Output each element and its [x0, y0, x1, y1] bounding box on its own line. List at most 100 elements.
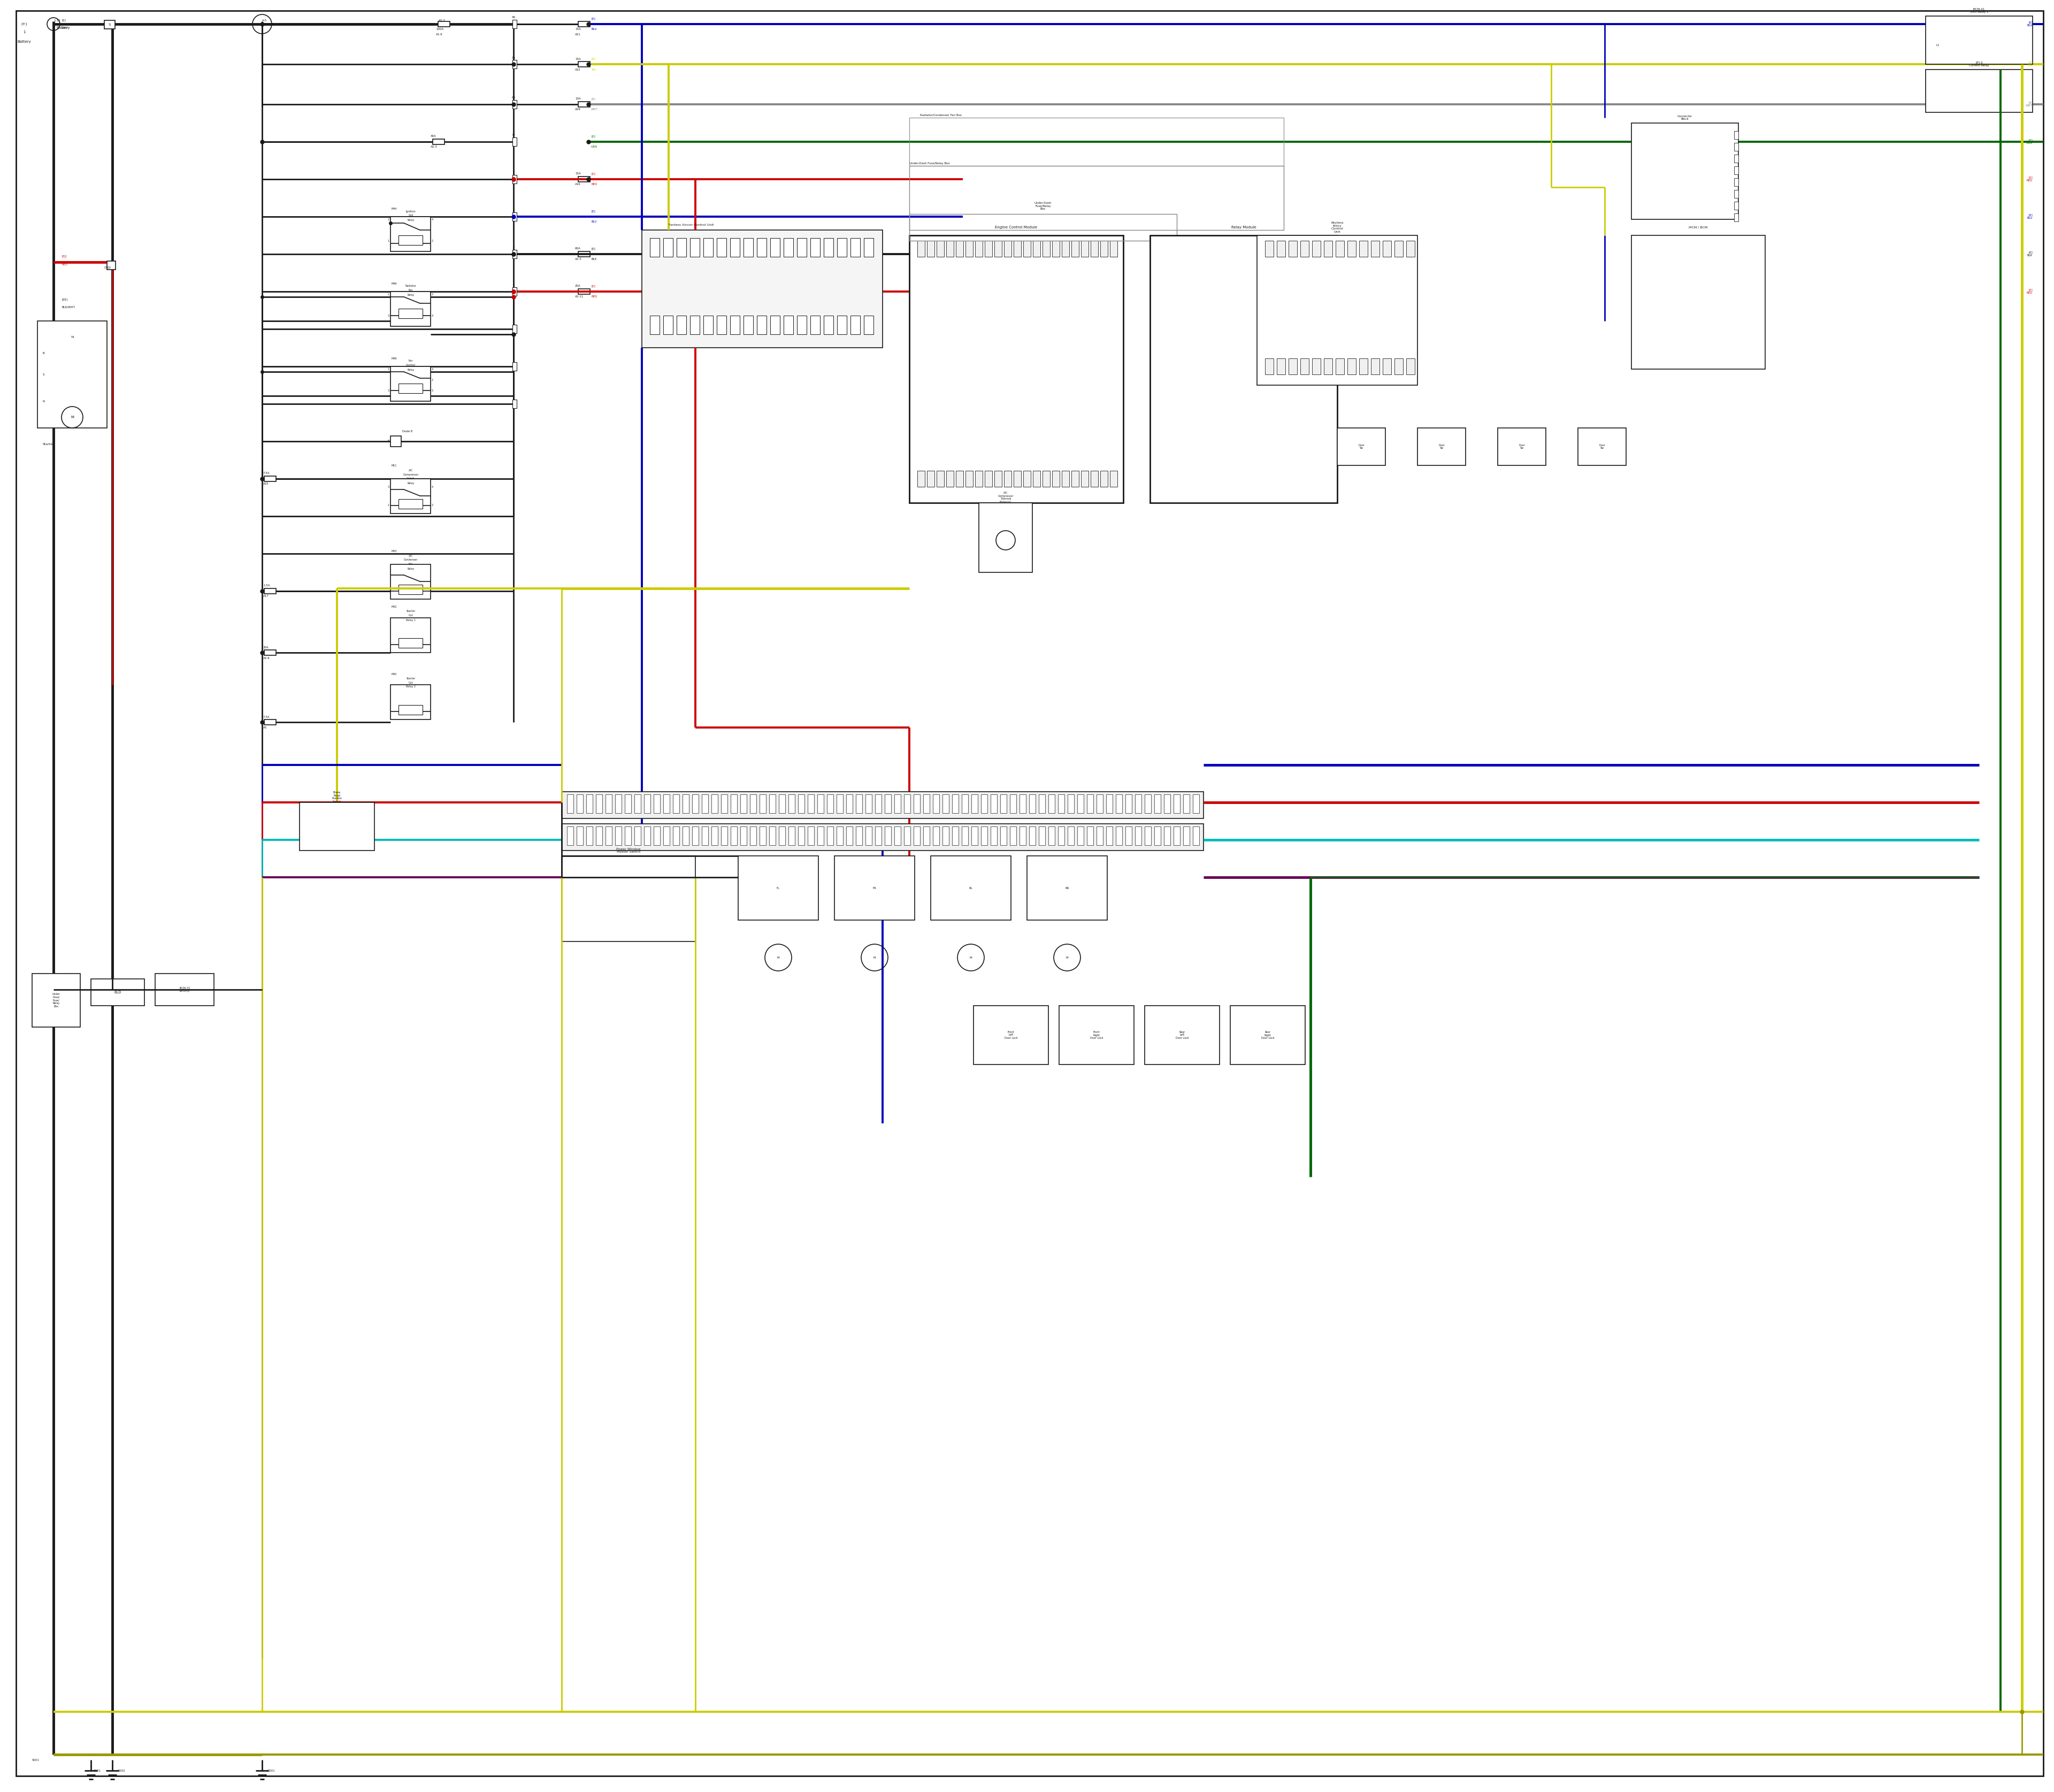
Bar — [811, 315, 820, 335]
Bar — [579, 61, 589, 66]
Bar — [1395, 358, 1403, 375]
Bar — [653, 794, 659, 814]
Text: Relay 1: Relay 1 — [407, 618, 415, 622]
Bar — [739, 826, 748, 846]
Bar — [300, 803, 374, 851]
Bar — [577, 794, 583, 814]
Bar — [893, 826, 902, 846]
Bar — [953, 794, 959, 814]
Bar — [1335, 358, 1343, 375]
Text: Engine Control Module: Engine Control Module — [994, 226, 1037, 229]
Text: Relay: Relay — [407, 568, 415, 570]
Bar — [682, 794, 688, 814]
Bar — [943, 794, 949, 814]
Bar — [918, 240, 924, 256]
Bar — [1144, 1005, 1220, 1064]
Bar — [1076, 794, 1085, 814]
Bar — [1927, 70, 2033, 113]
Bar — [1029, 826, 1035, 846]
Bar — [910, 213, 1177, 240]
Bar — [807, 826, 813, 846]
Bar — [1107, 794, 1113, 814]
Bar — [1337, 428, 1384, 466]
Bar — [838, 315, 846, 335]
Bar — [511, 20, 518, 29]
Bar — [770, 315, 781, 335]
Text: RED: RED — [592, 296, 598, 297]
Bar — [824, 315, 834, 335]
Bar — [1101, 471, 1107, 487]
Text: Relay Module: Relay Module — [1230, 226, 1257, 229]
Bar — [1068, 794, 1074, 814]
Bar — [750, 826, 756, 846]
Text: [E]: [E] — [592, 172, 596, 176]
Bar — [596, 826, 602, 846]
Bar — [768, 794, 776, 814]
Text: Door
Sw: Door Sw — [1598, 444, 1604, 450]
Bar — [778, 826, 785, 846]
Bar — [729, 315, 739, 335]
Bar — [1068, 826, 1074, 846]
Bar — [390, 435, 401, 446]
Text: M49: M49 — [392, 281, 396, 285]
Bar — [1183, 826, 1189, 846]
Bar — [1109, 471, 1117, 487]
Text: A2-3: A2-3 — [431, 145, 438, 149]
Bar — [961, 794, 967, 814]
Bar — [1382, 240, 1391, 256]
Bar — [1062, 240, 1070, 256]
Bar — [1115, 826, 1121, 846]
Bar — [606, 794, 612, 814]
Bar — [1165, 826, 1171, 846]
Bar — [1072, 471, 1078, 487]
Bar — [1033, 240, 1041, 256]
Text: T4: T4 — [70, 335, 74, 339]
Bar — [797, 315, 807, 335]
Bar — [768, 826, 776, 846]
Text: 1.5A: 1.5A — [263, 584, 269, 588]
Text: Control: Control — [407, 364, 415, 367]
Bar — [663, 238, 674, 256]
Bar — [770, 238, 781, 256]
Text: A/C
Compressor
Thermal
Protector: A/C Compressor Thermal Protector — [998, 491, 1013, 504]
Text: Under
Hood
Fuse/
Relay
Box: Under Hood Fuse/ Relay Box — [51, 993, 60, 1007]
Bar — [1126, 794, 1132, 814]
Bar — [511, 213, 518, 220]
Bar — [1265, 240, 1273, 256]
Text: RED: RED — [592, 183, 598, 186]
Bar — [930, 857, 1011, 919]
Bar — [579, 177, 589, 181]
Text: 7.5A: 7.5A — [263, 471, 269, 475]
Bar — [947, 240, 953, 256]
Text: A2-3: A2-3 — [440, 20, 446, 22]
Text: [EE]: [EE] — [62, 297, 68, 301]
Text: A25: A25 — [263, 482, 269, 486]
Bar — [649, 238, 659, 256]
Bar — [1193, 794, 1200, 814]
Bar — [1076, 826, 1085, 846]
Bar — [674, 794, 680, 814]
Bar — [711, 794, 717, 814]
Bar — [994, 240, 1002, 256]
Bar — [1165, 794, 1171, 814]
Text: 30A: 30A — [263, 645, 269, 649]
Bar — [1058, 826, 1064, 846]
Bar — [953, 826, 959, 846]
Bar — [1193, 826, 1200, 846]
Text: Radiator/Condenser Fan Box: Radiator/Condenser Fan Box — [920, 113, 961, 116]
Bar — [910, 167, 1284, 229]
Bar — [33, 973, 80, 1027]
Bar — [729, 238, 739, 256]
Bar — [567, 794, 573, 814]
Bar — [1000, 826, 1006, 846]
Text: [E]: [E] — [62, 20, 66, 22]
Text: GRN: GRN — [592, 145, 598, 149]
Bar — [943, 826, 949, 846]
Bar — [265, 719, 275, 724]
Bar — [702, 826, 709, 846]
Bar — [1039, 826, 1045, 846]
Text: N: N — [43, 400, 45, 403]
Text: Keyless
Entry
Control
Unit: Keyless Entry Control Unit — [1331, 222, 1343, 233]
Text: 1-10: 1-10 — [53, 20, 60, 22]
Bar — [926, 471, 935, 487]
